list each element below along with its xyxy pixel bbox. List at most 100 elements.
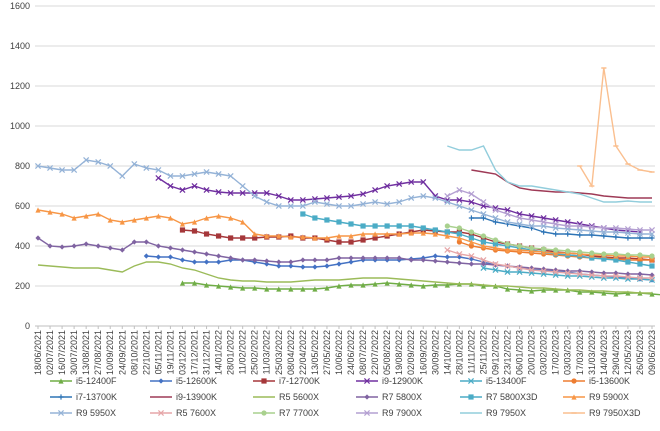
data-point [408,282,414,288]
legend-marker [58,378,64,384]
x-tick-label: 16/09/2022 [418,330,428,375]
y-tick-label: 1400 [10,41,30,51]
legend-label: i5-13600K [589,376,630,386]
legend-marker [571,378,577,384]
data-point [324,217,330,223]
data-point [348,259,354,265]
legend-marker [157,409,165,417]
x-tick-label: 08/04/2022 [286,330,296,375]
data-point [240,235,246,241]
data-point [155,166,162,174]
data-point [565,248,571,254]
data-point [372,235,378,241]
data-point [348,221,354,227]
x-tick-label: 20/01/2023 [527,330,537,375]
data-point [324,263,330,269]
data-point [396,198,403,206]
data-point [396,223,402,229]
data-point [384,280,390,286]
data-point [312,235,318,241]
data-point [541,246,547,252]
data-point [540,218,547,226]
data-point [372,281,378,287]
x-tick-label: 30/09/2022 [430,330,440,375]
data-point [504,210,511,218]
data-point [408,194,415,202]
data-point [191,280,198,286]
data-point [588,271,595,279]
data-point [288,263,294,269]
data-point [420,257,426,263]
data-point [637,235,643,241]
x-tick-label: 09/12/2022 [490,330,500,375]
series-R9 5900X [35,207,655,260]
data-point [71,243,77,249]
data-point [444,254,450,260]
data-point [203,186,210,194]
data-point [456,196,463,204]
data-point [360,237,366,243]
series-line [37,209,652,258]
data-point [215,170,222,178]
x-tick-label: 22/10/2021 [141,330,151,375]
data-point [456,225,462,231]
data-point [589,255,595,261]
data-point [444,246,451,254]
data-point [215,253,222,259]
data-point [119,219,125,225]
x-tick-label: 29/04/2023 [611,330,621,375]
legend-item-R5 7600X: R5 7600X [150,408,216,418]
y-tick-label: 1000 [10,121,30,131]
data-point [83,156,90,164]
legend-label: i5-12600K [176,376,217,386]
data-point [300,211,306,217]
data-point [372,231,378,237]
data-point [420,192,427,200]
x-tick-label: 25/11/2022 [478,330,488,374]
data-point [420,283,426,289]
series-R7 5800X [35,235,655,278]
data-point [71,166,78,174]
legend-item-R9 7900X: R9 7900X [356,408,422,418]
legend-label: R9 5950X [76,408,116,418]
data-point [637,252,643,258]
legend-marker [363,377,371,385]
data-point [143,164,150,172]
legend-label: i5-12400F [76,376,117,386]
data-point [47,164,54,172]
data-point [203,215,210,221]
data-point [215,283,222,289]
y-tick-label: 1200 [10,81,30,91]
data-point [179,221,186,227]
data-point [59,244,65,250]
series-line [446,189,652,231]
legend-marker [571,394,577,400]
data-point [649,263,655,269]
data-point [600,224,607,232]
x-tick-label: 10/06/2022 [334,330,344,375]
data-point [625,290,631,296]
data-point [468,235,475,241]
data-point [492,241,499,247]
data-point [589,250,595,256]
data-point [384,182,391,190]
legend-item-i5-13400F: i5-13400F [460,376,527,386]
x-tick-label: 08/10/2021 [129,330,139,375]
data-point [155,174,162,182]
x-tick-label: 31/03/2023 [587,330,597,375]
data-point [625,235,631,241]
data-point [311,198,318,206]
legend-item-i9-13900K: i9-13900K [150,392,217,402]
data-point [288,286,294,292]
data-point [143,239,149,245]
data-point [191,259,198,265]
data-point [263,198,270,206]
data-point [577,249,583,255]
data-point [516,247,523,253]
data-point [612,272,619,280]
data-point [59,211,65,217]
data-point [553,231,559,237]
data-point [335,193,343,201]
data-point [480,198,487,206]
legend-marker [261,410,267,416]
